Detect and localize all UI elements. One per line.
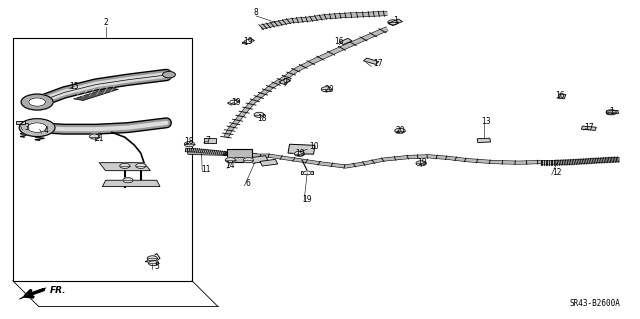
Polygon shape bbox=[204, 138, 216, 143]
Text: 16: 16 bbox=[334, 37, 344, 46]
Circle shape bbox=[225, 158, 236, 163]
Text: 1: 1 bbox=[609, 107, 614, 116]
Text: 8: 8 bbox=[253, 8, 259, 17]
Polygon shape bbox=[227, 99, 240, 105]
Polygon shape bbox=[339, 38, 352, 45]
Text: 14: 14 bbox=[225, 161, 236, 170]
Polygon shape bbox=[607, 110, 618, 114]
Text: 19: 19 bbox=[417, 158, 428, 167]
Circle shape bbox=[28, 123, 47, 132]
Polygon shape bbox=[242, 38, 255, 45]
Circle shape bbox=[416, 161, 426, 166]
Text: 20: 20 bbox=[395, 126, 405, 135]
Circle shape bbox=[90, 134, 100, 139]
Text: 11: 11 bbox=[202, 165, 211, 174]
Text: 6: 6 bbox=[246, 179, 251, 188]
Circle shape bbox=[147, 256, 157, 261]
Circle shape bbox=[294, 151, 305, 156]
Text: 1: 1 bbox=[393, 16, 398, 25]
Polygon shape bbox=[279, 78, 291, 84]
Polygon shape bbox=[364, 58, 379, 64]
Text: 12: 12 bbox=[552, 168, 561, 177]
Circle shape bbox=[184, 142, 195, 147]
Text: 18: 18 bbox=[184, 137, 193, 146]
Text: SR43-B2600A: SR43-B2600A bbox=[570, 299, 621, 308]
Text: 9: 9 bbox=[282, 78, 287, 87]
Text: 19: 19 bbox=[230, 98, 241, 107]
Circle shape bbox=[321, 87, 332, 92]
Text: 19: 19 bbox=[302, 195, 312, 204]
Text: 4: 4 bbox=[44, 126, 49, 135]
Circle shape bbox=[19, 119, 55, 137]
Text: 16: 16 bbox=[555, 91, 565, 100]
Circle shape bbox=[243, 158, 253, 163]
Polygon shape bbox=[74, 88, 118, 100]
Polygon shape bbox=[581, 126, 596, 130]
Text: 10: 10 bbox=[308, 142, 319, 151]
Text: 2: 2 bbox=[103, 18, 108, 27]
Polygon shape bbox=[99, 163, 150, 171]
Text: 17: 17 bbox=[372, 59, 383, 68]
Polygon shape bbox=[477, 138, 490, 143]
Text: 3: 3 bbox=[24, 123, 29, 132]
Text: FR.: FR. bbox=[50, 286, 67, 295]
Text: 19: 19 bbox=[294, 149, 305, 158]
Text: 5: 5 bbox=[154, 262, 159, 271]
Bar bbox=[288, 144, 315, 154]
Text: 21: 21 bbox=[95, 134, 104, 143]
Circle shape bbox=[230, 100, 237, 104]
Circle shape bbox=[21, 94, 53, 110]
Polygon shape bbox=[102, 180, 160, 187]
Bar bbox=[227, 149, 252, 162]
Text: 13: 13 bbox=[481, 117, 492, 126]
Text: 15: 15 bbox=[68, 82, 79, 91]
Text: 17: 17 bbox=[584, 123, 594, 132]
Text: 18: 18 bbox=[258, 114, 267, 122]
Polygon shape bbox=[388, 19, 403, 26]
Polygon shape bbox=[15, 122, 26, 124]
Circle shape bbox=[395, 128, 405, 133]
Circle shape bbox=[303, 171, 311, 175]
Text: 19: 19 bbox=[243, 37, 253, 46]
Polygon shape bbox=[558, 94, 566, 99]
Circle shape bbox=[244, 40, 252, 43]
Polygon shape bbox=[19, 288, 46, 299]
Circle shape bbox=[120, 163, 130, 168]
Circle shape bbox=[123, 178, 133, 183]
Circle shape bbox=[254, 112, 264, 117]
Text: 20: 20 bbox=[324, 85, 335, 94]
Polygon shape bbox=[250, 156, 268, 163]
Circle shape bbox=[29, 98, 45, 106]
Circle shape bbox=[606, 110, 616, 115]
Polygon shape bbox=[301, 172, 313, 174]
Circle shape bbox=[163, 71, 175, 78]
Circle shape bbox=[148, 261, 159, 266]
Text: 7: 7 bbox=[205, 136, 211, 145]
Polygon shape bbox=[260, 160, 278, 166]
Circle shape bbox=[388, 20, 398, 25]
Circle shape bbox=[136, 163, 146, 168]
